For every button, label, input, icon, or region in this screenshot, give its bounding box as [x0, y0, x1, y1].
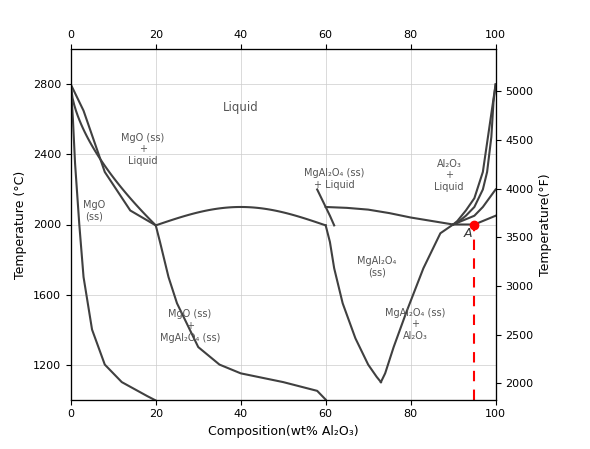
Y-axis label: Temperature(°F): Temperature(°F) [539, 173, 552, 276]
Text: Liquid: Liquid [223, 101, 258, 114]
Text: A: A [464, 227, 472, 240]
Text: MgO (ss)
+
Liquid: MgO (ss) + Liquid [122, 132, 165, 166]
Text: Al₂O₃
+
Liquid: Al₂O₃ + Liquid [434, 159, 464, 192]
Text: MgO (ss)
+
MgAl₂O₄ (ss): MgO (ss) + MgAl₂O₄ (ss) [159, 309, 220, 343]
Text: MgAl₂O₄ (ss)
+
Al₂O₃: MgAl₂O₄ (ss) + Al₂O₃ [385, 308, 445, 341]
Text: MgAl₂O₄ (ss)
+ Liquid: MgAl₂O₄ (ss) + Liquid [304, 168, 365, 190]
X-axis label: Composition(wt% Al₂O₃): Composition(wt% Al₂O₃) [208, 425, 359, 438]
Text: MgO
(ss): MgO (ss) [83, 200, 105, 221]
Text: MgAl₂O₄
(ss): MgAl₂O₄ (ss) [357, 256, 396, 277]
Y-axis label: Temperature (°C): Temperature (°C) [14, 170, 27, 279]
